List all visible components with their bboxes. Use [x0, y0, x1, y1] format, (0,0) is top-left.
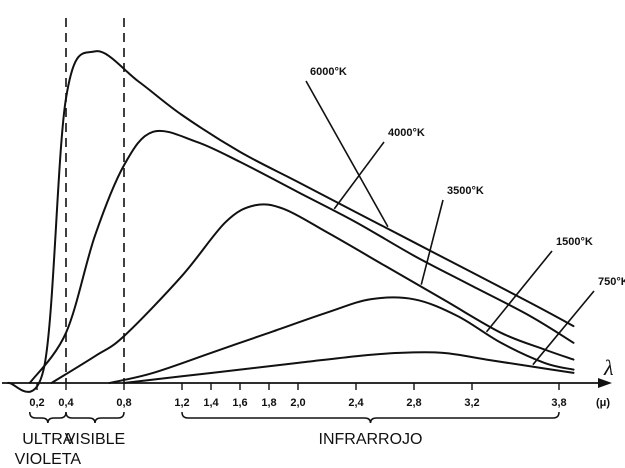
brace-infrarrojo — [181, 411, 560, 424]
tick-label-2-4: 2,4 — [348, 397, 364, 409]
leader-3500-k — [420, 199, 444, 285]
curve-labels: 6000°K 4000°K 3500°K 1500°K 750°K — [310, 66, 625, 288]
curve-label-6000-k: 6000°K — [310, 66, 347, 78]
tick-label-1-8: 1,8 — [261, 397, 276, 409]
tick-label-3-2: 3,2 — [464, 397, 479, 409]
curve-label-750-k: 750°K — [598, 276, 625, 288]
tick-label-1-6: 1,6 — [232, 397, 247, 409]
curve-label-3500-k: 3500°K — [447, 185, 484, 197]
x-axis-label: λ — [603, 355, 614, 380]
curves — [7, 50, 575, 393]
curve-label-1500-k: 1500°K — [556, 236, 593, 248]
curve-6000-k — [7, 50, 575, 393]
brace-ultra-violeta — [29, 411, 67, 424]
tick-label-0-4: 0,4 — [58, 397, 74, 409]
reference-lines — [65, 18, 125, 383]
curve-750-k — [123, 351, 575, 384]
tick-label-0-2: 0,2 — [29, 397, 44, 409]
x-axis-unit: (μ) — [596, 397, 610, 409]
region-label-visible: VISIBLE — [65, 431, 125, 448]
region-label-violeta: VIOLETA — [15, 451, 82, 468]
leader-6000-k — [305, 80, 389, 228]
curve-label-4000-k: 4000°K — [388, 127, 425, 139]
tick-label-3-8: 3,8 — [551, 397, 566, 409]
curve-1500-k — [108, 296, 575, 384]
curve-3500-k — [50, 203, 575, 384]
tick-label-1-2: 1,2 — [174, 397, 189, 409]
x-ticks: 0,2 0,4 0,8 1,2 1,4 1,6 1,8 2,0 2,4 2,8 3,2 3,8 — [29, 383, 567, 409]
wavelength-regions: ULTRA VIOLETA VISIBLE INFRARROJO — [15, 411, 560, 468]
x-axis: λ (μ) — [2, 355, 614, 409]
curve-label-leaders — [305, 80, 595, 366]
region-label-infrarrojo: INFRARROJO — [319, 431, 423, 448]
x-axis-arrowhead — [598, 378, 612, 388]
tick-label-0-8: 0,8 — [116, 397, 131, 409]
region-label-ultra: ULTRA — [22, 431, 74, 448]
tick-label-2-0: 2,0 — [290, 397, 305, 409]
tick-label-2-8: 2,8 — [406, 397, 421, 409]
leader-1500-k — [485, 250, 553, 333]
brace-visible — [65, 411, 125, 424]
leader-4000-k — [333, 141, 385, 210]
leader-750-k — [532, 290, 595, 366]
curve-4000-k — [28, 129, 575, 384]
tick-label-1-4: 1,4 — [203, 397, 219, 409]
